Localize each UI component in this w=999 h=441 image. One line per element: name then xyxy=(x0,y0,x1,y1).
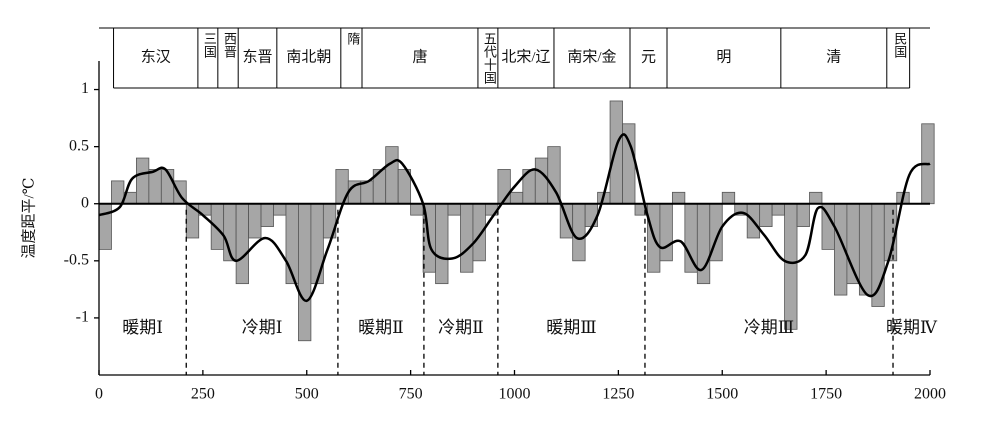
bar xyxy=(684,203,698,273)
dynasty-label: 西晋 xyxy=(222,32,237,58)
x-tick-label: 750 xyxy=(399,386,423,403)
y-tick-label: -0.5 xyxy=(64,251,89,268)
bar xyxy=(160,169,175,205)
x-tick-label: 500 xyxy=(295,386,319,403)
bar xyxy=(659,203,673,262)
bar xyxy=(609,100,623,205)
y-tick-label: 0 xyxy=(81,194,89,211)
period-label: 暖期Ⅰ xyxy=(122,318,163,337)
dynasty-label: 南北朝 xyxy=(286,48,331,65)
bar xyxy=(260,203,274,227)
bar xyxy=(447,203,461,216)
x-tick-label: 2000 xyxy=(914,386,946,403)
bar xyxy=(809,191,823,205)
bar xyxy=(784,203,798,330)
bar xyxy=(696,203,711,285)
x-tick-label: 1000 xyxy=(499,386,531,403)
bar xyxy=(298,203,312,342)
bar xyxy=(759,203,773,227)
dynasty-label: 元 xyxy=(641,49,656,65)
x-tick-label: 250 xyxy=(191,386,215,403)
dynasty-label: 三国 xyxy=(202,32,217,58)
bar xyxy=(534,157,549,205)
dynasty-label: 东汉 xyxy=(141,48,171,65)
x-tick-label: 1750 xyxy=(810,386,842,403)
period-label: 冷期Ⅲ xyxy=(744,318,794,337)
bar xyxy=(460,203,474,273)
bar xyxy=(410,203,424,216)
dynasty-label: 明 xyxy=(716,48,731,65)
y-tick-label: -1 xyxy=(76,309,89,326)
x-tick-label: 1250 xyxy=(602,386,634,403)
bar xyxy=(572,203,586,262)
bar xyxy=(671,191,686,205)
bar xyxy=(135,157,150,205)
dynasty-label: 南宋/金 xyxy=(567,48,616,65)
bar xyxy=(148,169,162,205)
bar xyxy=(111,180,125,205)
bar xyxy=(210,203,225,250)
dynasty-label: 五代十国 xyxy=(482,32,497,84)
dynasty-label: 民国 xyxy=(892,32,907,58)
bar xyxy=(509,191,524,205)
bar xyxy=(235,203,249,285)
bar xyxy=(273,203,287,216)
bar xyxy=(472,203,486,262)
dynasty-label: 东晋 xyxy=(243,48,273,65)
bar xyxy=(796,203,810,227)
bar xyxy=(310,203,324,285)
dynasty-label: 清 xyxy=(826,48,841,65)
y-axis-label: 温度距平/℃ xyxy=(20,178,37,259)
period-label: 暖期Ⅲ xyxy=(546,318,596,337)
x-tick-label: 0 xyxy=(95,386,103,403)
bar xyxy=(721,191,736,205)
bar xyxy=(248,203,262,239)
bar xyxy=(98,203,112,250)
y-tick-label: 0.5 xyxy=(69,137,89,154)
dynasty-label: 北宋/辽 xyxy=(501,48,550,65)
period-label: 冷期Ⅰ xyxy=(242,318,283,337)
x-tick-label: 1500 xyxy=(706,386,738,403)
bar xyxy=(858,203,873,296)
dynasty-label: 唐 xyxy=(412,48,427,65)
period-label: 暖期Ⅱ xyxy=(358,318,404,337)
y-tick-label: 1 xyxy=(81,80,89,97)
period-label: 暖期Ⅳ xyxy=(886,318,938,337)
bar xyxy=(385,146,399,205)
bar xyxy=(771,203,785,216)
smooth-line xyxy=(98,133,931,302)
dynasty-label: 隋 xyxy=(345,32,360,45)
bar xyxy=(435,203,449,285)
period-label: 冷期Ⅱ xyxy=(438,318,484,337)
bar xyxy=(584,203,599,227)
